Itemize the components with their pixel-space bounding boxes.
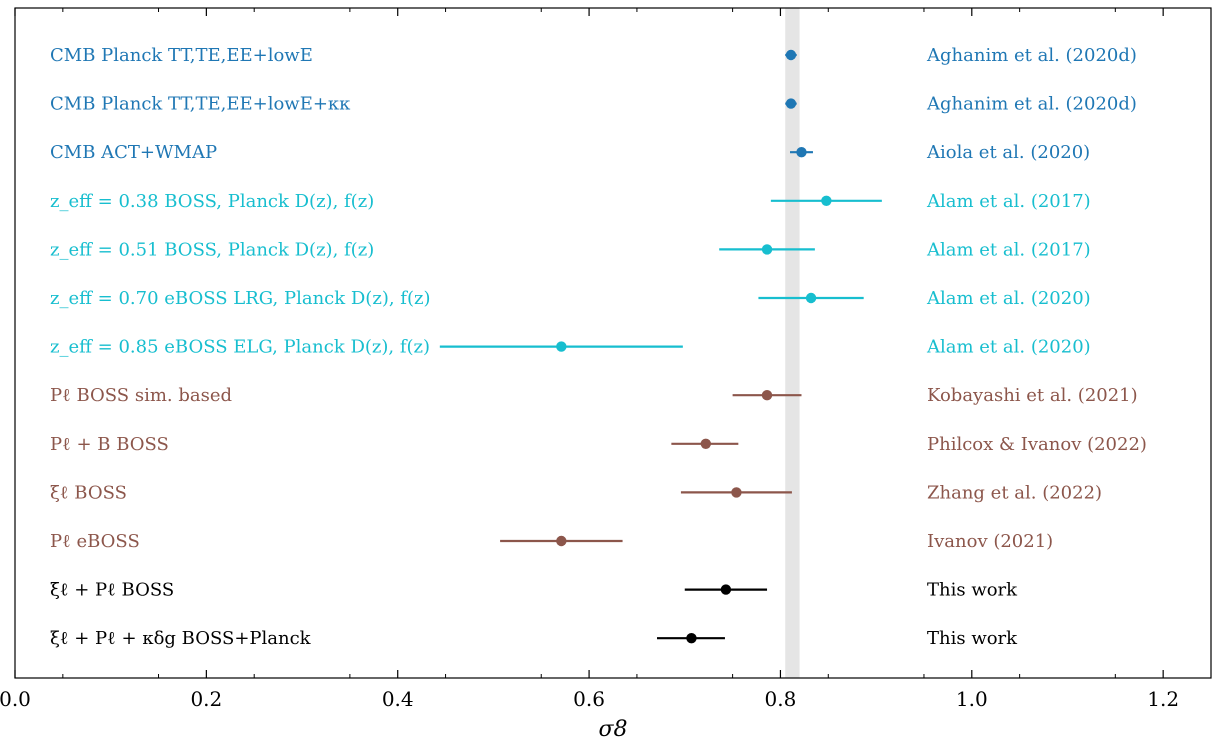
data-point	[761, 244, 773, 255]
row-label: CMB ACT+WMAP	[50, 142, 217, 163]
row-reference: This work	[927, 580, 1018, 601]
data-row: z_eff = 0.85 eBOSS ELG, Planck D(z), f(z…	[50, 337, 1091, 358]
row-reference: Alam et al. (2017)	[926, 239, 1091, 260]
data-row: z_eff = 0.51 BOSS, Planck D(z), f(z) Alam…	[50, 239, 1091, 260]
row-reference: Alam et al. (2020)	[926, 337, 1091, 358]
data-row: CMB ACT+WMAP Aiola et al. (2020)	[50, 142, 1090, 163]
data-row: Pℓ eBOSS Ivanov (2021)	[50, 531, 1053, 552]
row-reference: Aiola et al. (2020)	[926, 142, 1090, 163]
data-point	[805, 292, 817, 304]
data-row: z_eff = 0.70 eBOSS LRG, Planck D(z), f(z…	[50, 288, 1091, 309]
data-point	[796, 147, 807, 158]
data-row: z_eff = 0.38 BOSS, Planck D(z), f(z) Alam…	[50, 191, 1091, 212]
data-point	[785, 98, 797, 109]
x-tick-label: 0.6	[573, 687, 605, 711]
x-tick-label: 1.2	[1147, 687, 1179, 711]
row-label: ξℓ BOSS	[50, 482, 127, 503]
row-label: CMB Planck TT,TE,EE+lowE+κκ	[50, 94, 351, 115]
row-label: ξℓ + Pℓ + κδg BOSS+Planck	[50, 628, 312, 649]
row-reference: Kobayashi et al. (2021)	[927, 385, 1138, 406]
x-axis-label: σ8	[598, 717, 627, 742]
data-point	[785, 49, 797, 61]
x-tick-label: 0.8	[765, 687, 797, 711]
chart-marks: CMB Planck TT,TE,EE+lowE Aghanim et al. (…	[50, 45, 1147, 649]
data-point	[720, 584, 732, 595]
row-reference: Aghanim et al. (2020d)	[926, 94, 1137, 115]
row-reference: Aghanim et al. (2020d)	[926, 45, 1137, 66]
row-label: Pℓ + B BOSS	[50, 434, 169, 455]
row-reference: This work	[927, 628, 1018, 649]
data-point	[556, 535, 567, 547]
data-row: CMB Planck TT,TE,EE+lowE Aghanim et al. (…	[50, 45, 1137, 66]
row-label: z_eff = 0.51 BOSS, Planck D(z), f(z)	[50, 239, 374, 260]
x-axis: 0.0 0.2 0.4 0.6 0.8 1.0 1.2	[0, 8, 1179, 711]
row-label: z_eff = 0.38 BOSS, Planck D(z), f(z)	[50, 191, 374, 212]
x-tick-label: 1.0	[956, 687, 988, 711]
data-row: ξℓ + Pℓ BOSS This work	[50, 580, 1018, 601]
row-reference: Philcox & Ivanov (2022)	[927, 434, 1147, 455]
planck-reference-band	[785, 8, 800, 678]
plot-frame	[14, 7, 1212, 679]
row-reference: Alam et al. (2017)	[926, 191, 1091, 212]
row-label: CMB Planck TT,TE,EE+lowE	[50, 45, 313, 66]
data-point	[731, 487, 742, 498]
row-label: z_eff = 0.70 eBOSS LRG, Planck D(z), f(z…	[50, 288, 430, 309]
data-row: ξℓ + Pℓ + κδg BOSS+Planck This work	[50, 628, 1018, 649]
data-point	[686, 633, 697, 644]
data-row: CMB Planck TT,TE,EE+lowE+κκ Aghanim et al…	[50, 94, 1137, 115]
row-label: Pℓ eBOSS	[50, 531, 140, 552]
data-row: Pℓ BOSS sim. based Kobayashi et al. (2021…	[50, 385, 1138, 406]
row-label: z_eff = 0.85 eBOSS ELG, Planck D(z), f(z…	[50, 337, 430, 358]
row-reference: Ivanov (2021)	[927, 531, 1053, 552]
data-point	[556, 341, 567, 352]
row-reference: Alam et al. (2020)	[926, 288, 1091, 309]
row-label: ξℓ + Pℓ BOSS	[50, 580, 174, 601]
data-point	[821, 195, 832, 206]
data-point	[700, 438, 712, 449]
row-label: Pℓ BOSS sim. based	[50, 385, 232, 406]
data-row: Pℓ + B BOSS Philcox & Ivanov (2022)	[50, 434, 1147, 455]
data-point	[761, 390, 773, 401]
data-row: ξℓ BOSS Zhang et al. (2022)	[50, 482, 1102, 503]
x-tick-label: 0.4	[382, 687, 414, 711]
row-reference: Zhang et al. (2022)	[927, 482, 1102, 503]
x-tick-label: 0.0	[0, 687, 31, 711]
x-tick-label: 0.2	[190, 687, 222, 711]
